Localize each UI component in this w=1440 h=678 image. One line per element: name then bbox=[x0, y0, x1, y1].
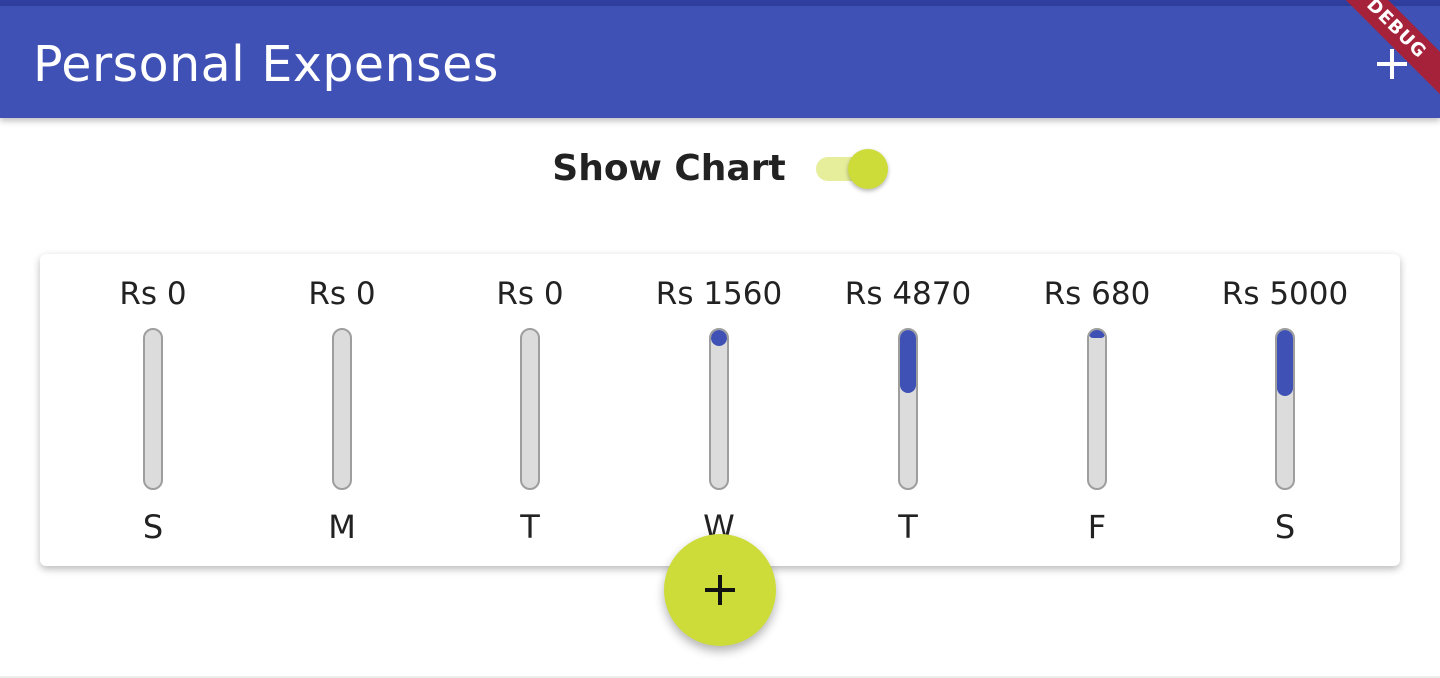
weekly-chart-card: Rs 0 S Rs 0 M Rs 0 T Rs 1560 W Rs 4870 T Rs 680 F Rs… bbox=[40, 254, 1400, 566]
bar-fill bbox=[1089, 330, 1105, 338]
show-chart-row: Show Chart bbox=[0, 140, 1440, 196]
bar-day-label: S bbox=[142, 508, 164, 546]
bar-amount-label: Rs 0 bbox=[308, 276, 376, 312]
bar-track bbox=[1275, 328, 1295, 490]
bar-day-label: T bbox=[520, 508, 540, 546]
bar-day-label: F bbox=[1087, 508, 1107, 546]
switch-thumb bbox=[847, 149, 888, 189]
bar-fill bbox=[900, 330, 916, 393]
bar-amount-label: Rs 1560 bbox=[655, 276, 783, 312]
bar-amount-label: Rs 0 bbox=[496, 276, 564, 312]
app-bar: Personal Expenses bbox=[0, 6, 1440, 118]
bar-track bbox=[332, 328, 352, 490]
app-title: Personal Expenses bbox=[33, 36, 499, 93]
bar-day-label: S bbox=[1274, 508, 1296, 546]
bar-track bbox=[1087, 328, 1107, 490]
chart-bar-column: Rs 0 S bbox=[63, 254, 243, 566]
bar-amount-label: Rs 0 bbox=[119, 276, 187, 312]
add-transaction-plus-icon[interactable] bbox=[1366, 38, 1418, 90]
chart-bar-column: Rs 5000 S bbox=[1195, 254, 1375, 566]
show-chart-label: Show Chart bbox=[552, 147, 786, 189]
bar-amount-label: Rs 4870 bbox=[844, 276, 972, 312]
bar-track bbox=[709, 328, 729, 490]
chart-bar-column: Rs 4870 T bbox=[818, 254, 998, 566]
bar-day-label: T bbox=[898, 508, 918, 546]
bar-track bbox=[520, 328, 540, 490]
bar-day-label: M bbox=[328, 508, 356, 546]
bar-fill bbox=[1277, 330, 1293, 396]
bar-fill bbox=[711, 330, 727, 346]
add-transaction-fab-plus-icon[interactable] bbox=[664, 534, 776, 646]
chart-bar-column: Rs 0 T bbox=[440, 254, 620, 566]
bar-amount-label: Rs 680 bbox=[1043, 276, 1151, 312]
bar-track bbox=[143, 328, 163, 490]
bar-amount-label: Rs 5000 bbox=[1221, 276, 1349, 312]
bar-track bbox=[898, 328, 918, 490]
bottom-divider bbox=[0, 676, 1440, 678]
chart-bar-column: Rs 0 M bbox=[252, 254, 432, 566]
chart-bar-column: Rs 680 F bbox=[1007, 254, 1187, 566]
show-chart-switch[interactable] bbox=[814, 148, 888, 189]
status-strip bbox=[0, 0, 1440, 6]
chart-bar-column: Rs 1560 W bbox=[629, 254, 809, 566]
